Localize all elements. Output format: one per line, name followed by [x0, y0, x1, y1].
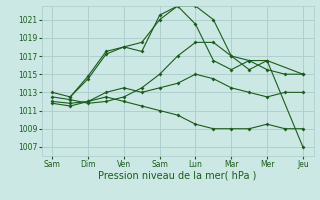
- X-axis label: Pression niveau de la mer( hPa ): Pression niveau de la mer( hPa ): [99, 171, 257, 181]
